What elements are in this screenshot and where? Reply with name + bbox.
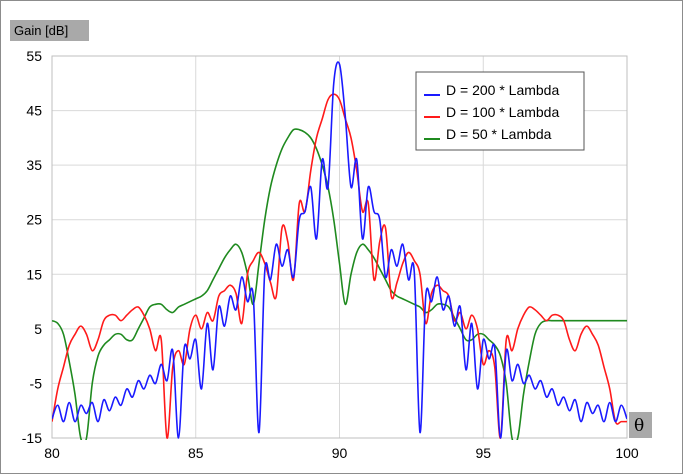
y-tick-label: -15 — [22, 430, 42, 446]
x-axis-label-box — [629, 412, 652, 438]
y-tick-label: 5 — [34, 321, 42, 337]
y-tick-label: 15 — [26, 266, 42, 282]
y-tick-label: 35 — [26, 157, 42, 173]
x-axis-label: θ — [634, 416, 644, 436]
x-tick-label: 100 — [615, 445, 639, 461]
y-tick-label: 25 — [26, 212, 42, 228]
x-tick-label: 80 — [44, 445, 60, 461]
tick-labels: 80 85 90 95 100 55 45 35 25 15 5 -5 -15 — [22, 48, 639, 461]
series-line-2 — [52, 128, 627, 440]
legend-entry-2: D = 50 * Lambda — [446, 126, 552, 142]
y-axis-label: Gain [dB] — [14, 23, 68, 38]
x-tick-label: 85 — [188, 445, 204, 461]
series-line-0 — [52, 61, 627, 439]
y-tick-label: -5 — [30, 375, 43, 391]
legend: D = 200 * Lambda D = 100 * Lambda D = 50 *… — [415, 71, 585, 151]
y-tick-label: 45 — [26, 103, 42, 119]
plot-area — [51, 55, 628, 439]
legend-entry-1: D = 100 * Lambda — [446, 104, 559, 120]
y-axis-label-box — [10, 20, 89, 41]
series-line-1 — [52, 93, 627, 439]
y-tick-label: 55 — [26, 48, 42, 64]
legend-entry-0: D = 200 * Lambda — [446, 82, 559, 98]
x-tick-label: 95 — [475, 445, 491, 461]
legend-box — [415, 71, 585, 151]
series-lines — [52, 61, 627, 440]
x-tick-label: 90 — [332, 445, 348, 461]
